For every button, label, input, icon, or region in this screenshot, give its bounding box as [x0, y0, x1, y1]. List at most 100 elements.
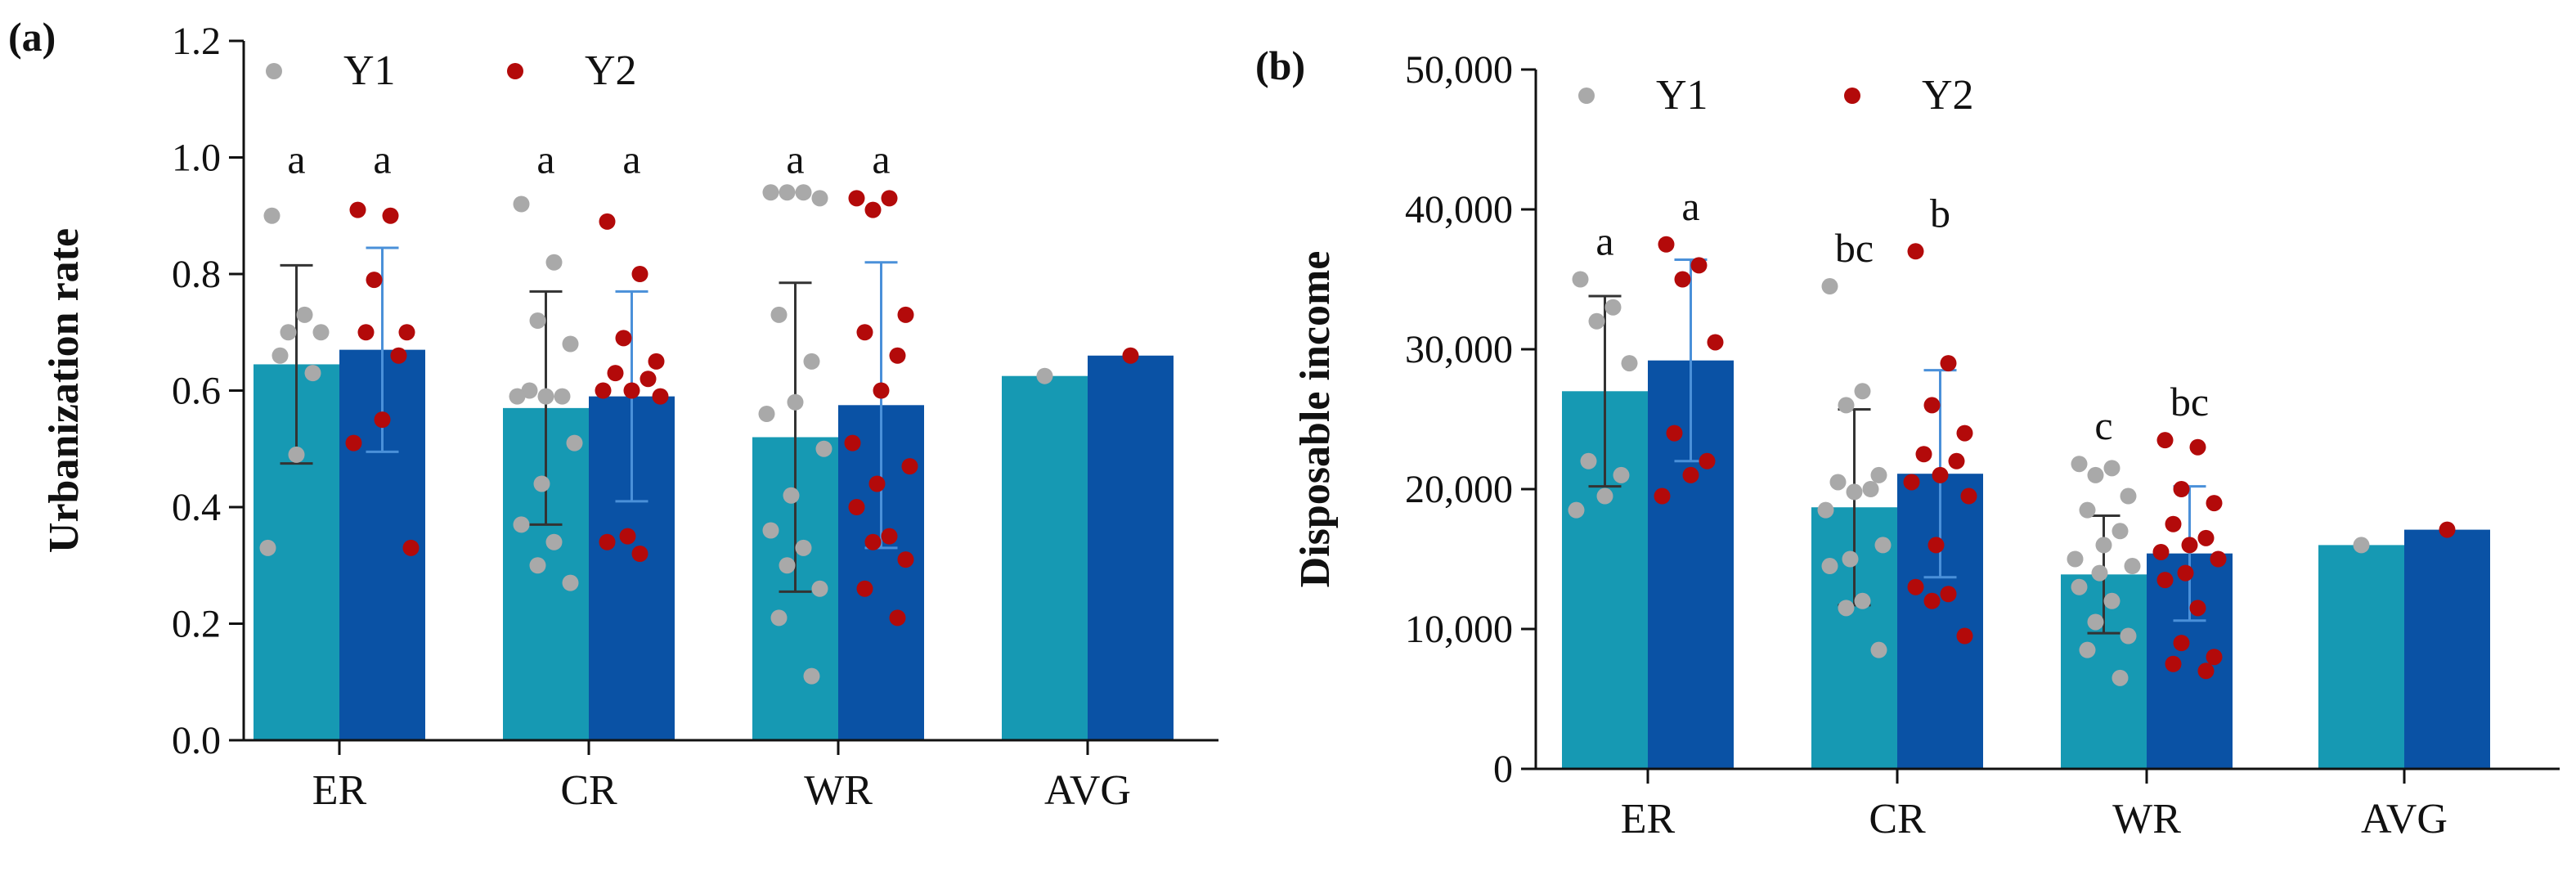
point-y2-er: [1658, 236, 1675, 253]
point-y2-wr: [897, 306, 914, 323]
point-y2-er: [366, 272, 383, 289]
point-y1-wr: [2071, 578, 2088, 595]
point-y2-cr: [640, 371, 657, 388]
significance-letter-y2-wr: a: [872, 137, 890, 182]
point-y2-wr: [2173, 481, 2190, 497]
point-y1-cr: [566, 434, 583, 451]
point-y2-wr: [848, 190, 865, 207]
point-y2-wr: [873, 382, 890, 399]
point-y1-wr: [787, 393, 804, 411]
point-y1-cr: [1862, 481, 1879, 497]
point-y1-wr: [815, 440, 832, 457]
point-y1-wr: [2103, 592, 2120, 609]
point-y1-cr: [1870, 466, 1887, 483]
bar-y1-avg: [2318, 545, 2404, 769]
x-tick-label: CR: [560, 767, 617, 814]
point-y2-cr: [648, 353, 665, 370]
y-axis-label: Urbanization rate: [41, 228, 88, 553]
point-y1-wr: [779, 184, 796, 201]
point-y2-cr: [1923, 397, 1941, 414]
point-y1-wr: [2124, 558, 2141, 575]
point-y1-cr: [1854, 592, 1871, 609]
point-y1-er: [1588, 312, 1605, 330]
point-y2-er: [349, 201, 366, 218]
point-y2-wr: [897, 551, 914, 568]
point-y1-cr: [1854, 383, 1871, 400]
point-y2-cr: [1940, 355, 1957, 372]
point-y1-wr: [762, 522, 779, 539]
point-y2-cr: [1956, 627, 1973, 645]
y-tick-label: 0.0: [172, 719, 221, 762]
point-y2-cr: [1932, 466, 1949, 483]
point-y2-wr: [2152, 543, 2170, 560]
point-y2-er: [1666, 425, 1683, 442]
point-y2-wr: [864, 533, 882, 550]
point-y1-cr: [509, 388, 526, 405]
legend-label-y2: Y2: [585, 47, 637, 94]
point-y2-er: [357, 324, 375, 341]
significance-letter-y1-er: a: [1595, 218, 1613, 264]
point-y2-wr: [2173, 635, 2190, 652]
point-y2-er: [1690, 257, 1708, 274]
point-y1-cr: [513, 516, 530, 533]
point-y1-cr: [554, 388, 571, 405]
point-y1-cr: [521, 382, 538, 399]
y-tick-label: 0.6: [172, 370, 221, 413]
point-y2-wr: [2181, 537, 2198, 554]
y-tick-label: 0: [1493, 748, 1513, 791]
error-bar-y1-er: [1588, 294, 1622, 488]
point-y1-wr: [811, 580, 828, 597]
point-y2-wr: [864, 201, 882, 218]
point-y1-wr: [2087, 613, 2104, 631]
point-y1-wr: [2095, 537, 2112, 554]
point-y1-wr: [758, 406, 775, 422]
legend-label-y2: Y2: [1922, 72, 1974, 119]
point-y2-wr: [2189, 438, 2206, 456]
point-y1-er: [312, 324, 330, 341]
point-y2-cr: [615, 330, 632, 347]
y-tick-label: 0.8: [172, 253, 221, 296]
x-tick-label: WR: [804, 767, 873, 814]
point-y2-er: [374, 411, 391, 429]
y-tick-label: 0.2: [172, 603, 221, 646]
point-y2-wr: [856, 580, 873, 597]
point-y2-wr: [2156, 572, 2174, 589]
point-y1-er: [1568, 501, 1585, 519]
point-y2-er: [1707, 334, 1724, 351]
point-y2-cr: [1923, 592, 1941, 609]
error-bar-y1-er: [280, 263, 313, 465]
point-y1-er: [1580, 452, 1597, 469]
bar-y1-avg: [1002, 375, 1088, 740]
point-y1-wr: [803, 667, 820, 685]
bar-y2-avg: [1088, 355, 1174, 740]
point-y1-wr: [2087, 466, 2104, 483]
point-y2-wr: [2165, 515, 2182, 532]
point-y2-cr: [595, 382, 612, 399]
significance-letter-y1-cr: bc: [1835, 225, 1874, 271]
significance-letter-y1-wr: c: [2094, 402, 2112, 448]
point-y1-er: [1621, 355, 1638, 372]
point-y2-cr: [1915, 446, 1932, 463]
point-y2-wr: [881, 528, 898, 545]
point-y2-cr: [1956, 425, 1973, 442]
legend-marker-y2: [507, 63, 523, 79]
y-tick-label: 1.0: [172, 137, 221, 180]
point-y2-wr: [2156, 432, 2174, 449]
point-y1-wr: [2112, 523, 2129, 540]
point-y2-wr: [844, 434, 861, 451]
point-y2-cr: [1903, 474, 1920, 491]
x-tick-label: AVG: [2361, 796, 2448, 842]
y-tick-label: 40,000: [1405, 188, 1513, 231]
point-y1-er: [296, 306, 313, 323]
point-y1-cr: [1817, 501, 1834, 519]
point-y1-wr: [2103, 460, 2120, 477]
legend-marker-y1: [1578, 88, 1595, 104]
point-y2-avg: [2439, 521, 2456, 538]
point-y2-cr: [619, 528, 636, 545]
panel-label: (b): [1255, 43, 1305, 88]
significance-letter-y1-er: a: [287, 137, 305, 182]
point-y1-avg: [2353, 537, 2370, 554]
point-y2-er: [345, 434, 362, 451]
point-y1-cr: [1846, 483, 1863, 501]
